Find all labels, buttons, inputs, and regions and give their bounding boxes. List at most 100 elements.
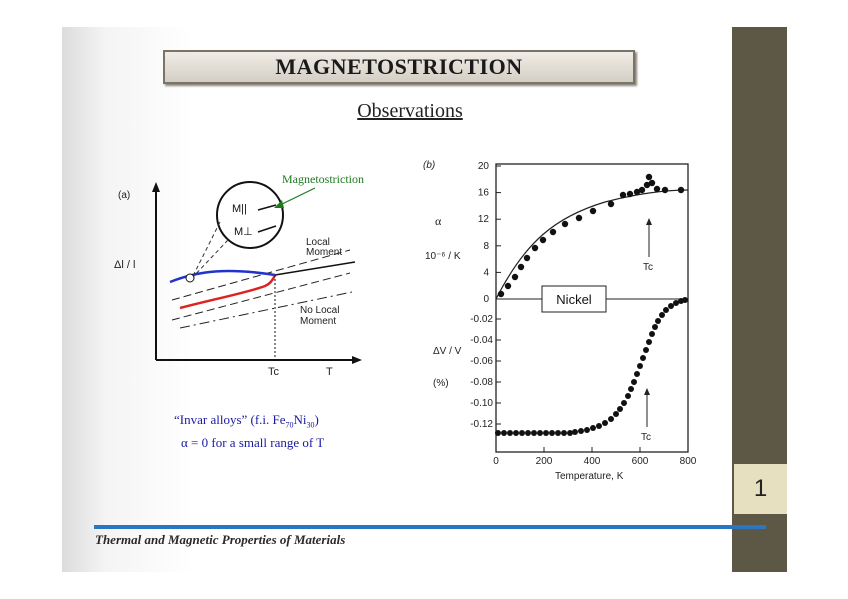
alpha-point: [575, 214, 583, 222]
top-tick-label: 0: [483, 294, 489, 305]
dv-point: [682, 297, 688, 303]
dv-point: [663, 307, 669, 313]
dv-point: [549, 430, 555, 436]
red-curve: [179, 274, 277, 310]
alpha-point: [633, 188, 641, 196]
top-tick-label: 16: [478, 188, 490, 199]
alpha-point: [661, 186, 669, 194]
x-tick-label: 0: [493, 456, 499, 467]
dv-point: [655, 318, 661, 324]
alpha-point: [619, 191, 627, 199]
alpha-point: [645, 173, 653, 181]
panel-a-label: (a): [118, 190, 130, 201]
dv-point: [555, 430, 561, 436]
m-perp-arrow: [257, 225, 277, 233]
dv-point: [525, 430, 531, 436]
top-tick-label: 20: [478, 161, 490, 172]
slide-subtitle: Observations: [357, 100, 463, 122]
dv-point: [608, 416, 614, 422]
alpha-point: [497, 290, 505, 298]
t-label: T: [326, 366, 333, 378]
alpha-point: [638, 186, 646, 194]
dv-point: [637, 363, 643, 369]
callout-arrow-head: [274, 200, 284, 208]
alpha-point: [677, 186, 685, 194]
paramagnetic-line: [274, 261, 356, 276]
dv-point: [501, 430, 507, 436]
bottom-tick-label: -0.12: [470, 419, 493, 430]
tc-label-left: Tc: [268, 366, 280, 378]
footer-text: Thermal and Magnetic Properties of Mater…: [95, 532, 346, 547]
alpha-point: [539, 236, 547, 244]
dv-point: [613, 411, 619, 417]
tc-label-top: Tc: [643, 262, 653, 273]
top-tick-label: 12: [478, 214, 490, 225]
alpha-point: [511, 273, 519, 281]
dv-point: [668, 303, 674, 309]
alpha-point: [561, 220, 569, 228]
alpha-point: [607, 200, 615, 208]
nickel-label: Nickel: [556, 292, 592, 307]
nickel-label-box: [541, 285, 607, 313]
tc-label-bottom: Tc: [641, 432, 651, 443]
dv-point: [537, 430, 543, 436]
dv-point: [625, 393, 631, 399]
inset-guide-2: [191, 239, 229, 279]
no-local-moment-label: No Local Moment: [300, 305, 339, 327]
x-tick-label: 800: [680, 456, 697, 467]
y-axis-label: Δl / l: [114, 259, 135, 271]
alpha-point: [626, 190, 634, 198]
dv-point: [643, 347, 649, 353]
dv-point: [519, 430, 525, 436]
dv-point: [543, 430, 549, 436]
dv-point: [596, 423, 602, 429]
bottom-tick-label: -0.10: [470, 398, 493, 409]
dv-point: [649, 331, 655, 337]
x-tick-labels: 0 200 400 600 800: [493, 447, 697, 467]
tc-arrow-top-head: [646, 218, 652, 225]
figure-b-background: [415, 152, 713, 492]
y-axis-arrow: [152, 182, 160, 192]
bottom-tick-label: -0.02: [470, 314, 493, 325]
alpha-point: [643, 181, 651, 189]
local-moment-label: Local Moment: [306, 237, 342, 258]
dv-point: [673, 300, 679, 306]
dv-point: [621, 400, 627, 406]
x-axis-title: Temperature, K: [555, 471, 624, 482]
dv-data-points: [495, 297, 688, 436]
alpha-point: [517, 263, 525, 271]
dv-point: [646, 339, 652, 345]
dv-point: [628, 386, 634, 392]
alpha-point: [653, 185, 661, 193]
dv-point: [659, 312, 665, 318]
dv-point: [590, 425, 596, 431]
dv-point: [495, 430, 501, 436]
magnetostriction-callout: Magnetostriction: [282, 172, 364, 186]
dv-point: [602, 420, 608, 426]
invar-blue-curve: [169, 269, 276, 284]
parallel-dashed-line: [171, 272, 351, 321]
x-axis-arrow: [352, 356, 362, 364]
dv-point: [584, 427, 590, 433]
dv-label: ΔV / V: [433, 346, 462, 357]
domain-inset-circle: [216, 181, 284, 249]
slide-title: MAGNETOSTRICTION: [163, 50, 635, 84]
alpha-point: [531, 244, 539, 252]
dv-point: [631, 379, 637, 385]
alpha-point: [589, 207, 597, 215]
nickel-expansion-figure: (b) α 10⁻⁶ / K ΔV / V (%) Temperature, K…: [415, 152, 713, 492]
top-tick-label: 4: [483, 267, 489, 278]
tc-arrow-bottom-head: [644, 388, 650, 395]
bottom-tick-label: -0.08: [470, 377, 493, 388]
x-tick-label: 400: [584, 456, 601, 467]
bottom-tick-label: -0.04: [470, 335, 493, 346]
local-moment-line: [171, 249, 351, 301]
inset-guide-1: [191, 221, 221, 279]
bottom-tick-label: -0.06: [470, 356, 493, 367]
alpha-units: 10⁻⁶ / K: [425, 251, 461, 262]
page-number: 1: [734, 464, 787, 514]
alpha-point: [648, 179, 656, 187]
alpha-point: [549, 228, 557, 236]
footer-rule: [94, 525, 766, 529]
dv-point: [617, 406, 623, 412]
